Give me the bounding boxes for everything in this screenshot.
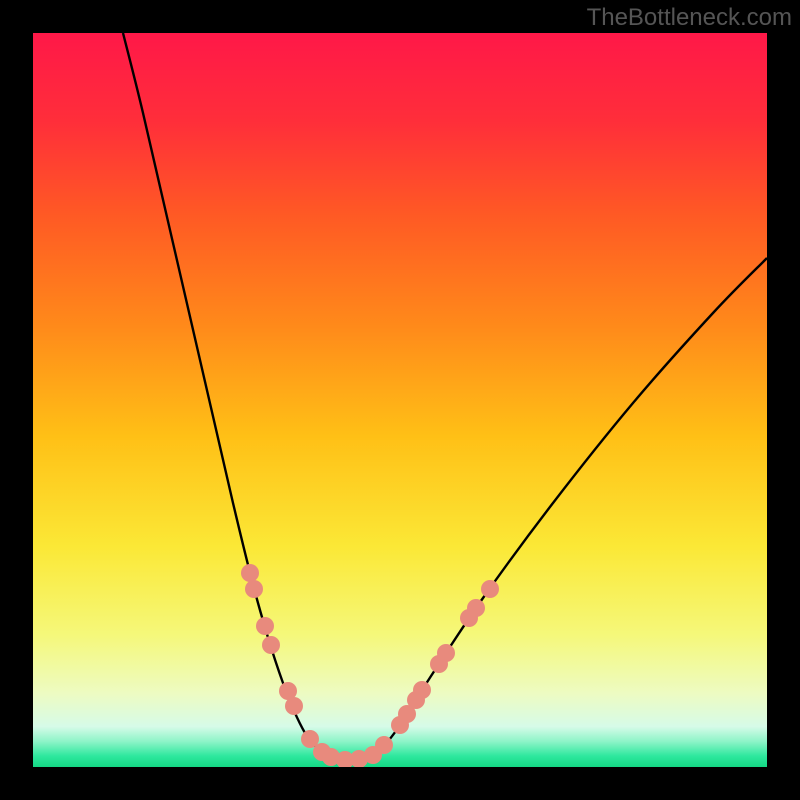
chart-svg <box>33 33 767 767</box>
watermark-text: TheBottleneck.com <box>587 4 792 32</box>
chart-plot <box>33 33 767 767</box>
